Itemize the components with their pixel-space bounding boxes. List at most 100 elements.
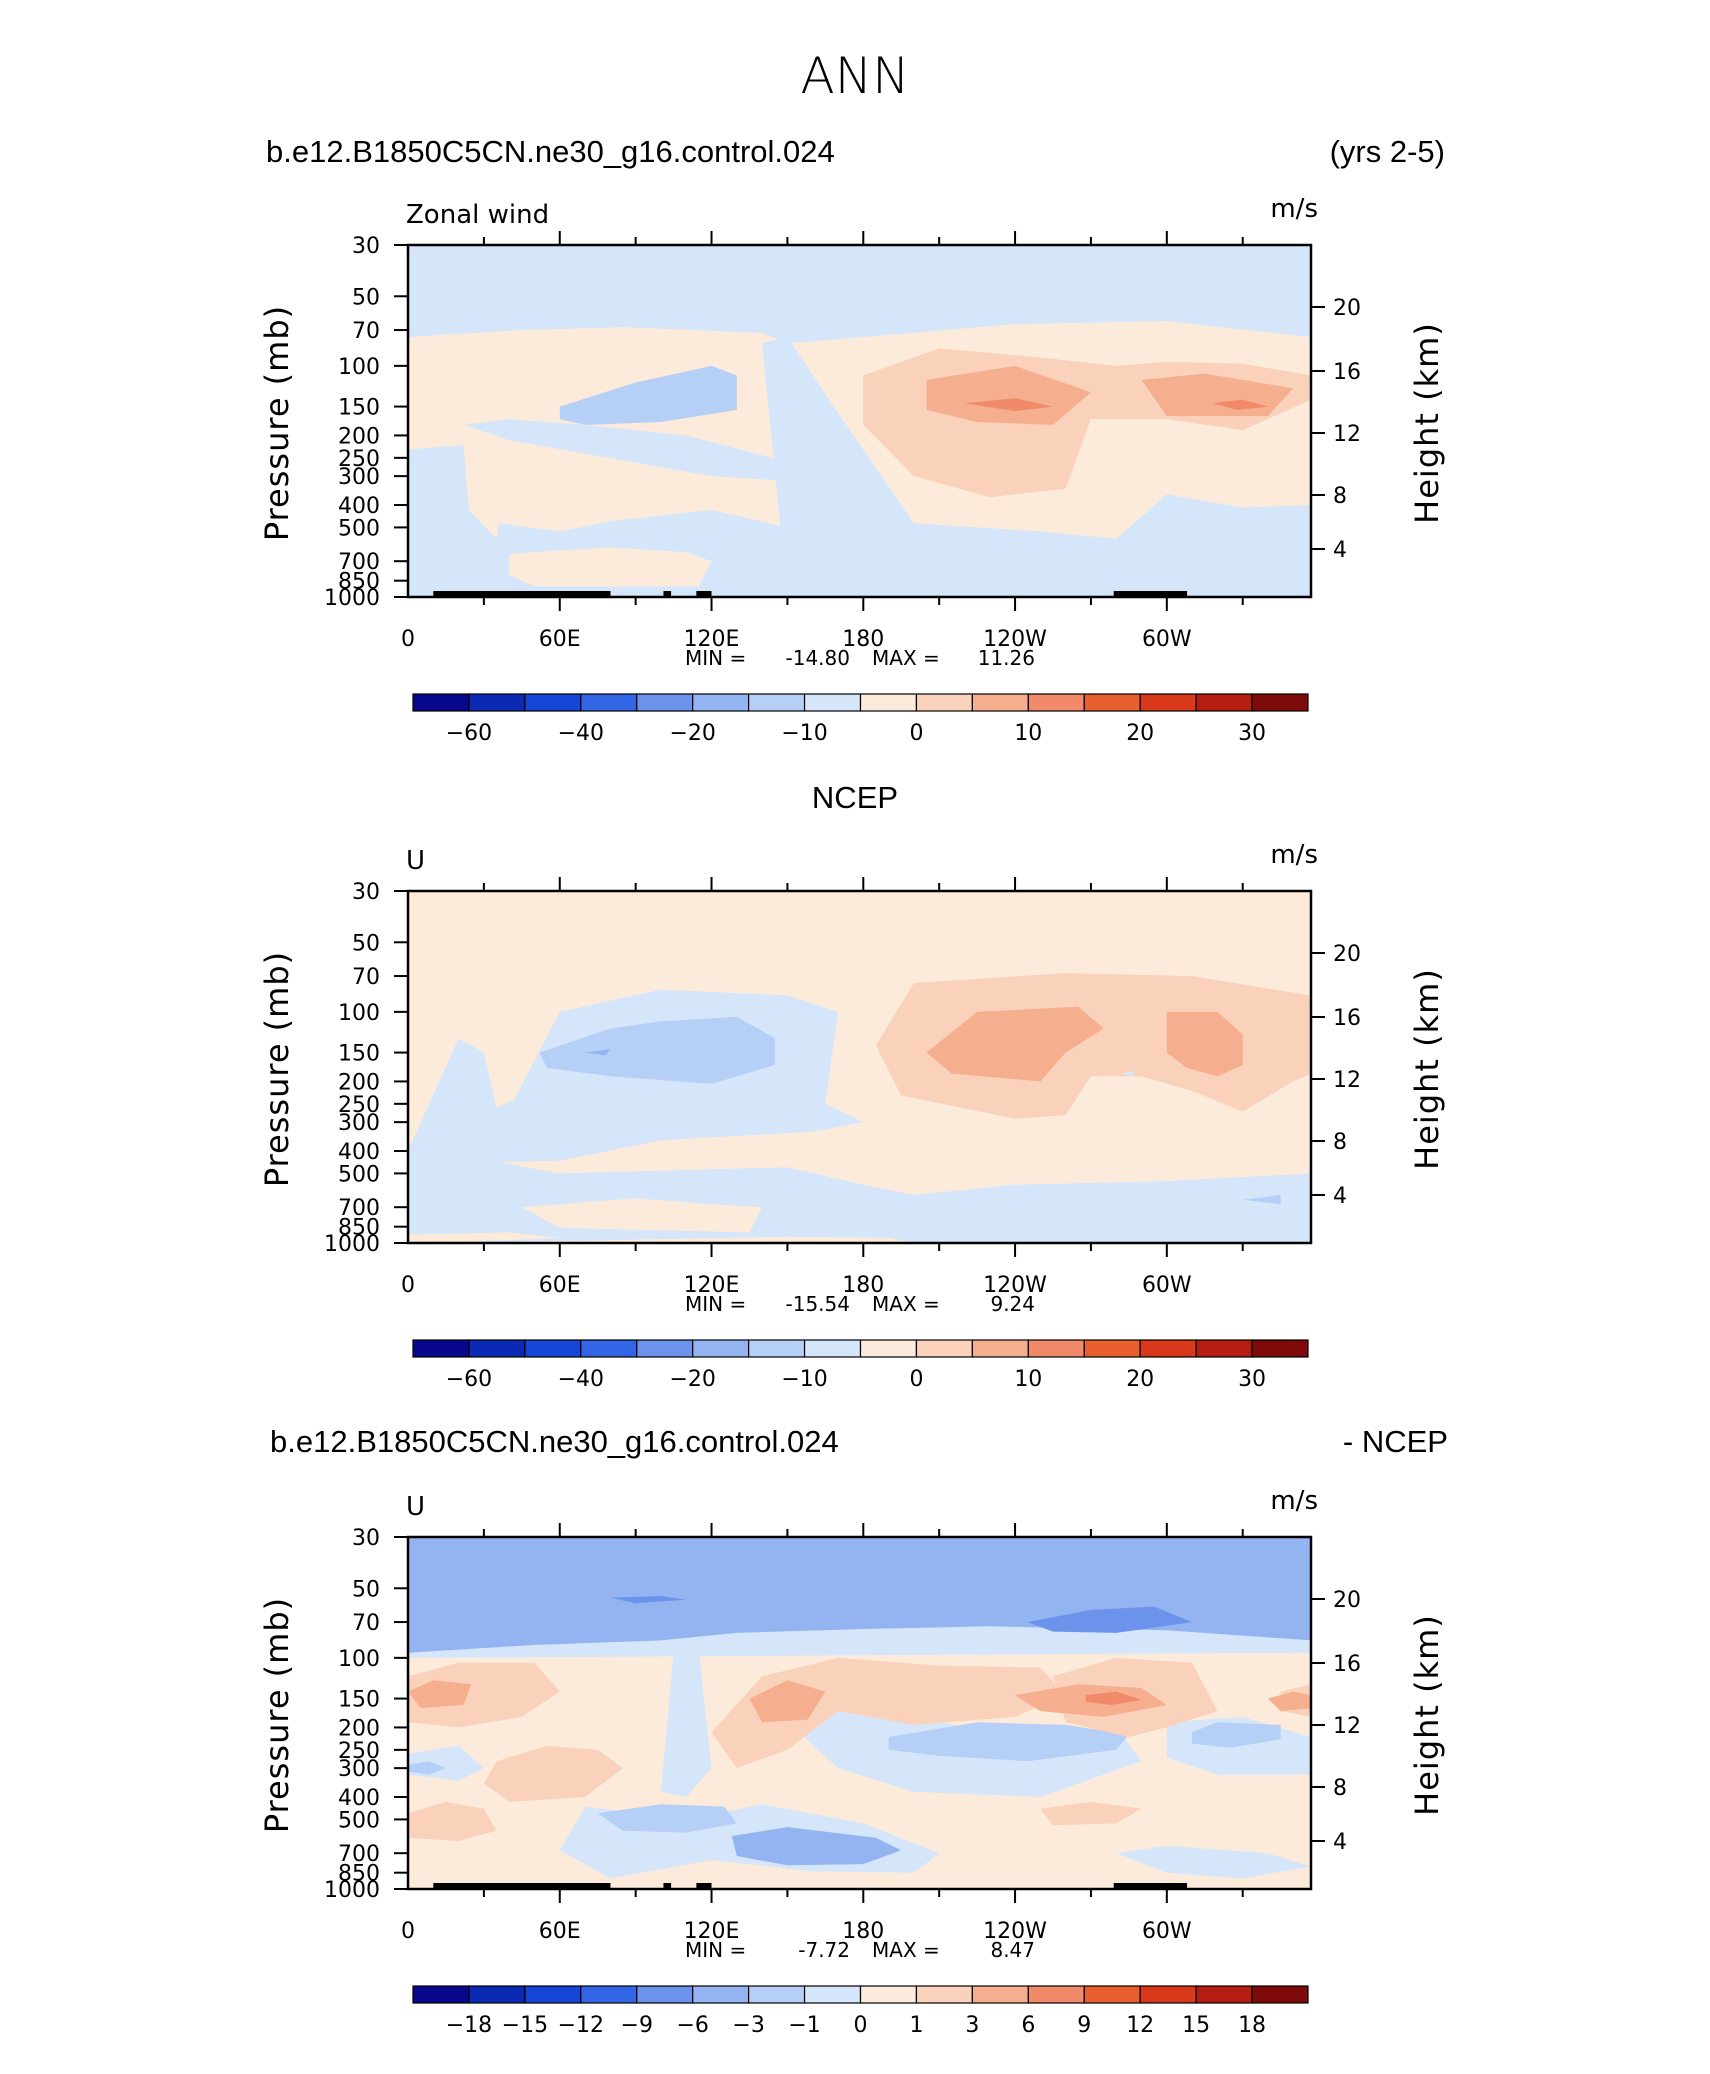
colorbar-label: −6	[676, 2013, 708, 2038]
height-tick-label: 8	[1333, 1776, 1347, 1801]
colorbar-label: 12	[1126, 2013, 1154, 2038]
land-mask	[483, 1883, 611, 1889]
colorbar-label: −12	[558, 2013, 604, 2038]
x-tick-label: 180	[842, 1273, 884, 1298]
y-tick-label: 700	[338, 1842, 380, 1867]
units-label: m/s	[1270, 1486, 1318, 1516]
contour-field	[408, 245, 1311, 597]
colorbar-swatch	[524, 1339, 582, 1358]
colorbar-swatch	[748, 1985, 806, 2004]
y-tick-label: 850	[338, 570, 380, 595]
y-tick-label: 700	[338, 550, 380, 575]
colorbar-swatch	[636, 1985, 694, 2004]
colorbar: −60 −40 −20 −10 0 10 20 30	[412, 693, 1309, 746]
y-axis-title: Pressure (mb)	[258, 1597, 296, 1833]
y-tick-label: 150	[338, 1042, 380, 1067]
colorbar-swatch	[1027, 693, 1085, 712]
colorbar-swatch	[1083, 693, 1141, 712]
colorbar-label: −15	[502, 2013, 548, 2038]
colorbar-swatch	[580, 1339, 638, 1358]
land-mask	[696, 591, 712, 597]
contour-region	[408, 1662, 560, 1728]
x-tick-label: 60W	[1142, 1919, 1192, 1944]
height-tick-label: 20	[1333, 1588, 1361, 1613]
x-tick-label: 60E	[539, 1273, 581, 1298]
contour-region	[749, 1680, 826, 1723]
max-label: MAX =	[872, 1938, 940, 1962]
colorbar-swatch	[748, 693, 806, 712]
y-tick-label: 200	[338, 424, 380, 449]
colorbar-swatch	[468, 1339, 526, 1358]
panel1-header-left: b.e12.B1850C5CN.ne30_g16.control.024	[266, 134, 835, 169]
y-tick-label: 70	[352, 1611, 380, 1636]
colorbar-swatch	[580, 693, 638, 712]
figure-title: ANN	[800, 47, 909, 105]
height-axis-title: Height (km)	[1408, 1614, 1446, 1816]
colorbar-swatch	[580, 1985, 638, 2004]
colorbar-swatch	[859, 1985, 918, 2004]
colorbar-swatch	[971, 1339, 1029, 1358]
y-tick-label: 700	[338, 1196, 380, 1221]
variable-label: Zonal wind	[406, 200, 549, 230]
y-tick-label: 850	[338, 1216, 380, 1241]
y-tick-label: 850	[338, 1862, 380, 1887]
colorbar-swatch	[636, 693, 694, 712]
height-tick-label: 16	[1333, 1006, 1361, 1031]
contour-region	[1212, 399, 1268, 410]
colorbar-label: 15	[1182, 2013, 1210, 2038]
contour-region	[509, 547, 712, 587]
contour-region	[888, 1722, 1129, 1762]
units-label: m/s	[1270, 194, 1318, 224]
y-tick-label: 1000	[324, 1232, 380, 1257]
max-label: MAX =	[872, 646, 940, 670]
y-tick-label: 250	[338, 1093, 380, 1118]
x-tick-label: 120E	[684, 1273, 740, 1298]
colorbar-swatch	[915, 1339, 973, 1358]
y-tick-label: 70	[352, 965, 380, 990]
y-tick-label: 100	[338, 355, 380, 380]
y-tick-label: 150	[338, 1688, 380, 1713]
panel2-header: NCEP	[812, 780, 898, 815]
plot-frame	[406, 1535, 1313, 1891]
x-tick-label: 60W	[1142, 627, 1192, 652]
x-tick-label: 60E	[539, 1919, 581, 1944]
colorbar-swatch	[524, 693, 582, 712]
colorbar-swatch	[1195, 1339, 1253, 1358]
land-mask	[496, 1883, 522, 1889]
max-value: 11.26	[978, 646, 1035, 670]
height-tick-label: 8	[1333, 1130, 1347, 1155]
contour-region	[408, 1801, 497, 1841]
contour-region	[1085, 1691, 1142, 1705]
panel3-header-left: b.e12.B1850C5CN.ne30_g16.control.024	[270, 1424, 839, 1459]
min-value: -7.72	[798, 1938, 850, 1962]
colorbar-label: −9	[621, 2013, 653, 2038]
land-mask	[663, 591, 672, 597]
height-tick-label: 8	[1333, 484, 1347, 509]
plot-frame	[406, 889, 1313, 1245]
variable-label: U	[406, 1492, 425, 1522]
contour-region	[926, 365, 1091, 425]
panel-model: 0 60E 120E 180 120W 60W3050701001502002503004…	[258, 194, 1446, 746]
colorbar-swatch	[468, 1985, 526, 2004]
colorbar: −60 −40 −20 −10 0 10 20 30	[412, 1339, 1309, 1392]
colorbar-label: −20	[669, 721, 715, 746]
x-tick-label: 120W	[983, 1919, 1047, 1944]
height-tick-label: 12	[1333, 1714, 1361, 1739]
panel1-header-right: (yrs 2-5)	[1330, 134, 1445, 169]
contour-field	[408, 1537, 1311, 1889]
x-tick-label: 120W	[983, 627, 1047, 652]
min-label: MIN =	[685, 1938, 746, 1962]
colorbar-swatch	[803, 1339, 862, 1358]
height-tick-label: 20	[1333, 942, 1361, 967]
colorbar-swatch	[1195, 1985, 1253, 2004]
height-axis-title: Height (km)	[1408, 322, 1446, 524]
x-tick-label: 0	[401, 627, 415, 652]
height-tick-label: 16	[1333, 1652, 1361, 1677]
contour-region	[610, 1596, 687, 1604]
colorbar-swatch	[412, 693, 470, 712]
colorbar-label: 30	[1238, 1367, 1266, 1392]
colorbar-swatch	[748, 1339, 806, 1358]
land-mask	[663, 1883, 672, 1889]
plot-frame	[406, 243, 1313, 599]
contour-region	[1027, 1606, 1193, 1633]
